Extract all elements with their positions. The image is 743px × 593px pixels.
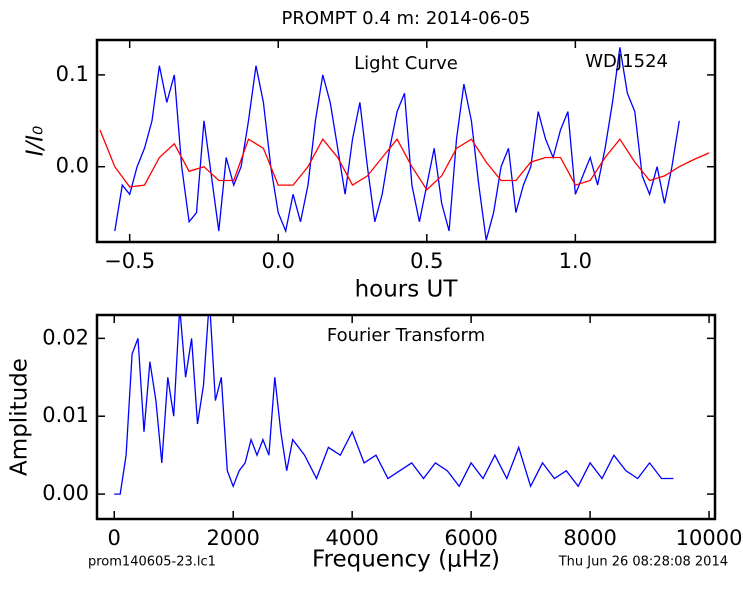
x-tick-label: 0.0 bbox=[262, 249, 295, 273]
x-axis-label: hours UT bbox=[355, 277, 459, 303]
footer-right: Thu Jun 26 08:28:08 2014 bbox=[558, 555, 728, 570]
figure-title: PROMPT 0.4 m: 2014-06-05 bbox=[282, 8, 531, 29]
plot-area bbox=[99, 47, 710, 241]
annotation: Light Curve bbox=[354, 53, 458, 74]
x-tick-label: 4000 bbox=[325, 526, 378, 550]
axes-frame bbox=[95, 313, 717, 521]
plot-area bbox=[114, 315, 674, 495]
x-tick-label: 0 bbox=[108, 526, 121, 550]
x-axis-label: Frequency (μHz) bbox=[312, 547, 500, 573]
y-tick-label: 0.0 bbox=[56, 154, 89, 178]
x-tick-label: −0.5 bbox=[104, 249, 155, 273]
footer-left: prom140605-23.lc1 bbox=[88, 555, 216, 570]
annotation: Fourier Transform bbox=[327, 325, 485, 346]
y-tick-label: 0.02 bbox=[42, 325, 89, 349]
y-tick-label: 0.00 bbox=[42, 481, 89, 505]
x-tick-label: 8000 bbox=[563, 526, 616, 550]
y-axis-label: Amplitude bbox=[7, 358, 33, 476]
annotation: WDJ1524 bbox=[585, 51, 668, 72]
series-line bbox=[114, 47, 680, 241]
x-tick-label: 1.0 bbox=[559, 249, 592, 273]
y-tick-label: 0.1 bbox=[56, 62, 89, 86]
series-line bbox=[99, 129, 710, 191]
y-axis-label: I/I₀ bbox=[23, 126, 49, 157]
x-tick-label: 10000 bbox=[676, 526, 743, 550]
axes-frame bbox=[95, 38, 717, 244]
x-tick-label: 0.5 bbox=[410, 249, 443, 273]
y-tick-label: 0.01 bbox=[42, 403, 89, 427]
x-tick-label: 2000 bbox=[206, 526, 259, 550]
series-line bbox=[114, 315, 674, 495]
x-tick-label: 6000 bbox=[444, 526, 497, 550]
